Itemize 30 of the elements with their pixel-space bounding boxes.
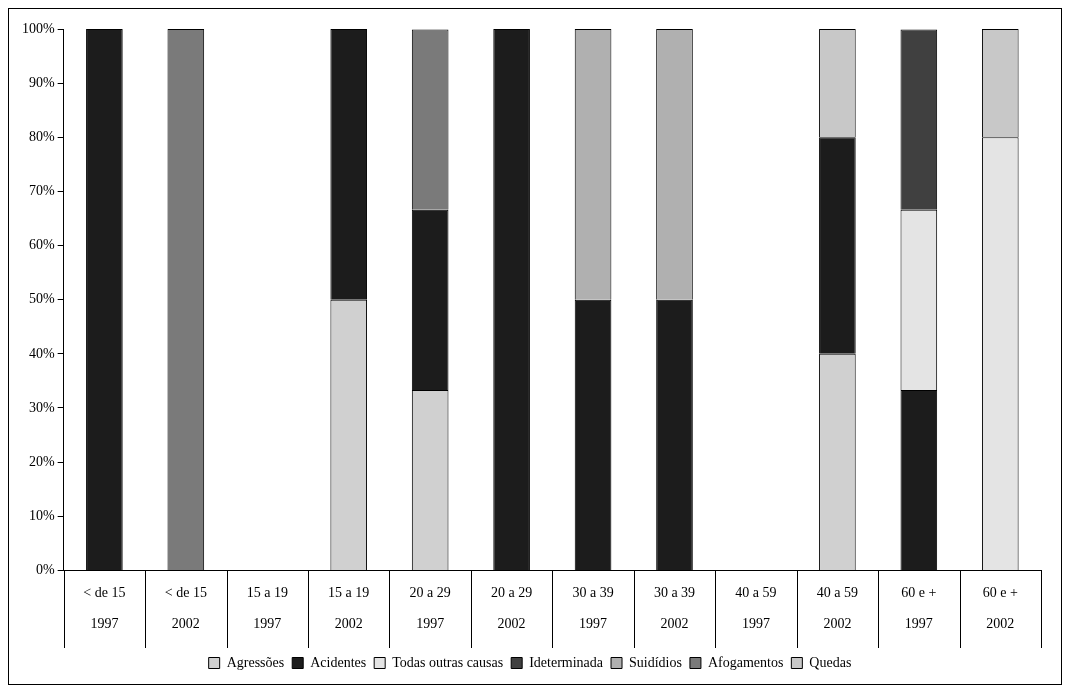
legend-label: Acidentes: [310, 654, 367, 670]
legend-label: Quedas: [809, 654, 852, 670]
y-tick-label: 0%: [35, 562, 55, 578]
legend-label: Todas outras causas: [392, 654, 504, 670]
x-tick-label: < de 15 2002: [164, 585, 207, 632]
legend-label: Afogamentos: [707, 654, 784, 670]
x-tick-label: 40 a 59 1997: [735, 585, 777, 632]
legend-label: Suidídios: [629, 654, 682, 670]
y-tick-label: 90%: [28, 74, 55, 90]
x-tick-label: 40 a 59 2002: [816, 585, 858, 632]
x-tick-label: 30 a 39 1997: [572, 585, 614, 632]
x-tick-label: 60 e + 2002: [982, 585, 1018, 632]
y-tick-label: 80%: [28, 128, 55, 144]
x-tick-label: 20 a 29 1997: [409, 585, 451, 632]
y-tick-label: 70%: [28, 183, 55, 199]
y-tick-label: 10%: [28, 507, 55, 523]
y-tick-label: 50%: [28, 291, 55, 307]
y-tick-label: 30%: [28, 399, 55, 415]
y-tick-label: 100%: [21, 20, 55, 36]
x-tick-label: 60 e + 1997: [901, 585, 937, 632]
y-tick-label: 40%: [28, 345, 55, 361]
x-tick-label: < de 15 1997: [83, 585, 126, 632]
x-tick-label: 30 a 39 2002: [653, 585, 696, 632]
y-tick-label: 60%: [28, 237, 55, 253]
x-tick-label: 20 a 29 2002: [491, 585, 533, 632]
legend-label: Agressões: [226, 654, 285, 670]
y-tick-label: 20%: [28, 453, 55, 469]
legend-label: Ideterminada: [529, 654, 604, 670]
x-tick-label: 15 a 19 2002: [328, 585, 370, 632]
x-tick-label: 15 a 19 1997: [246, 585, 288, 632]
